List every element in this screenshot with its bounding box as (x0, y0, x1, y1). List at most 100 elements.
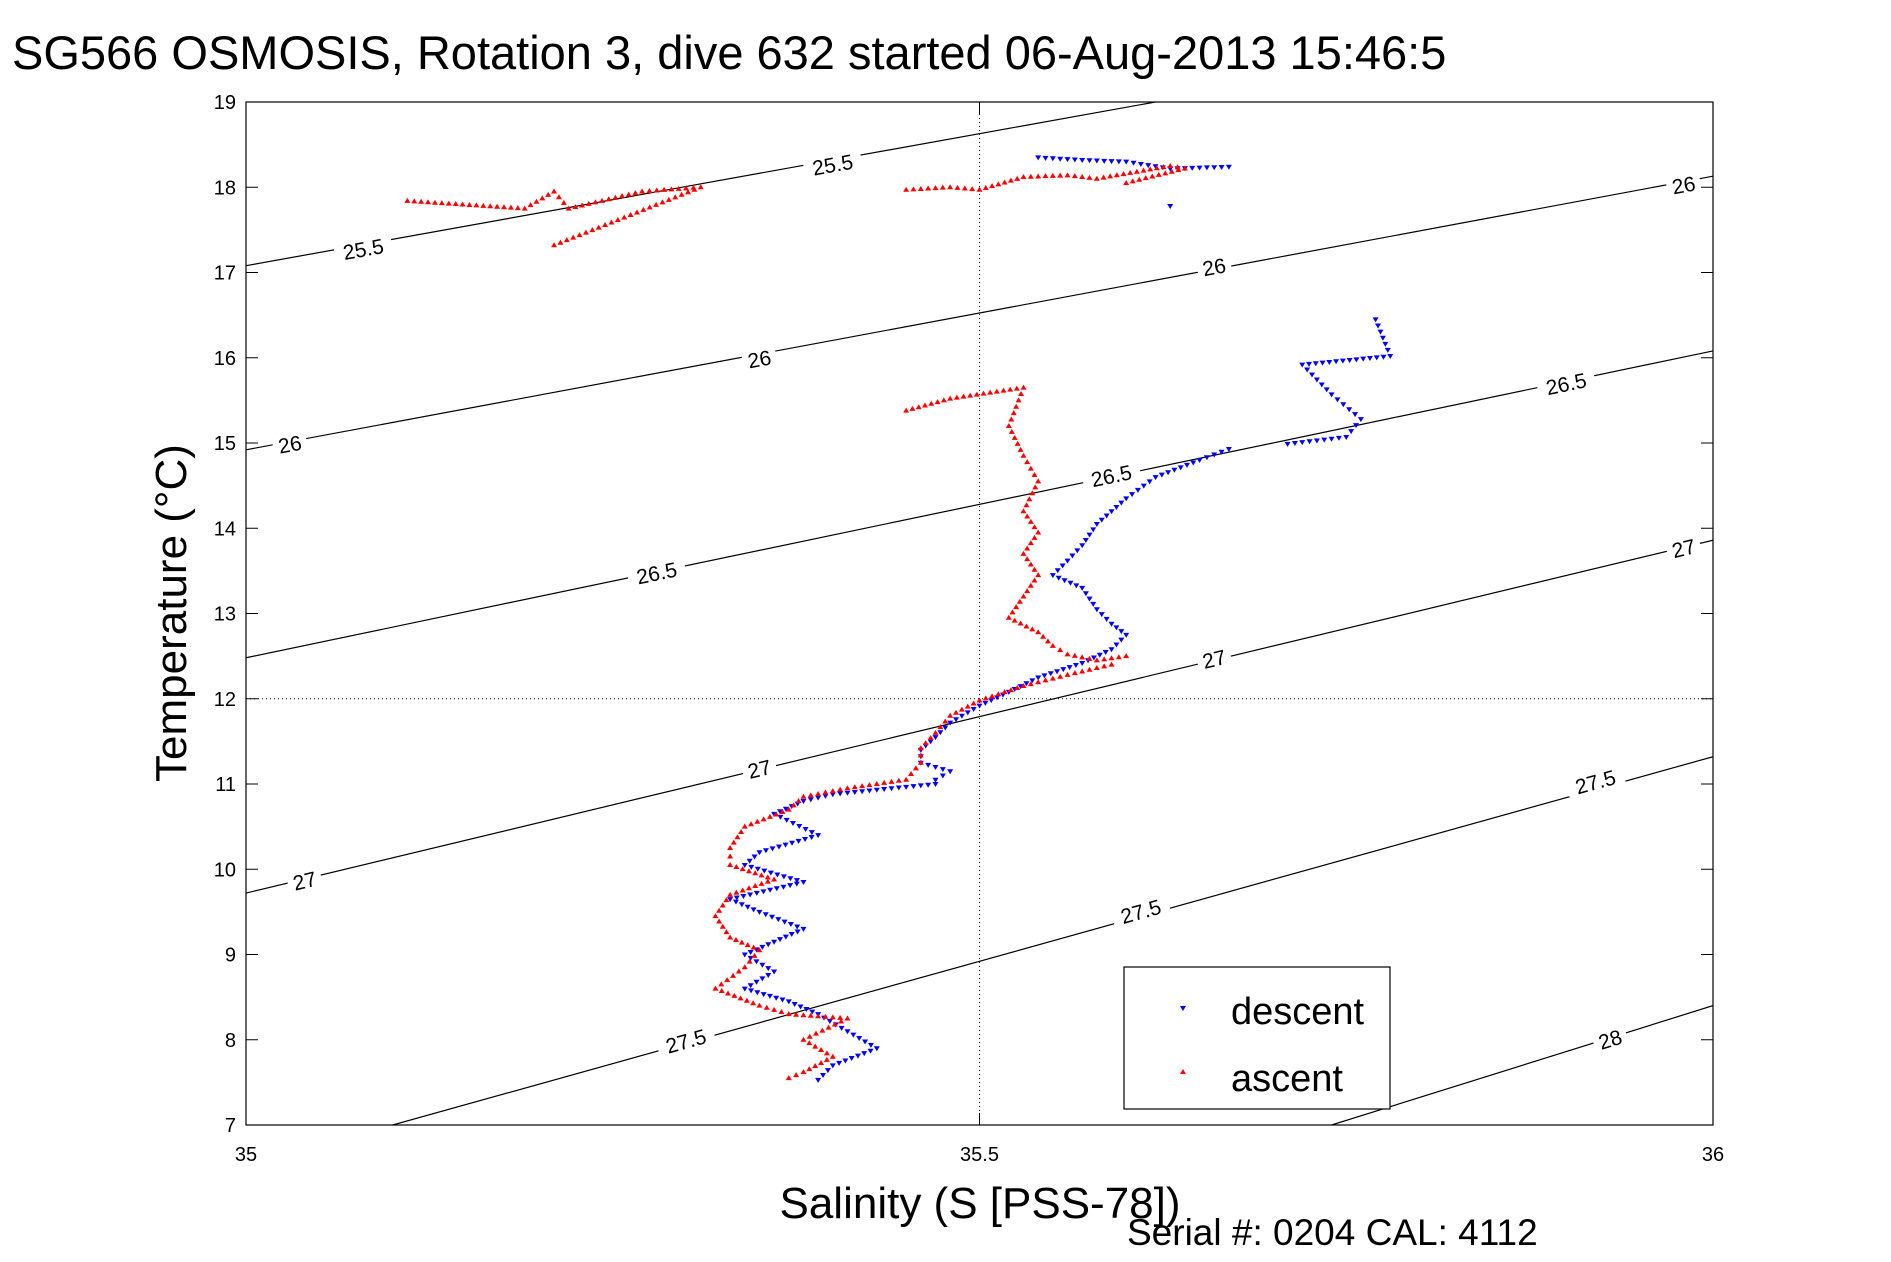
ascent-point (1027, 465, 1034, 471)
descent-point (1082, 591, 1089, 597)
descent-point (809, 1009, 816, 1015)
descent-point (1196, 458, 1203, 464)
ascent-point (815, 1013, 822, 1019)
ascent-point (1162, 170, 1169, 176)
ascent-point (932, 185, 939, 191)
ascent-point (1035, 572, 1042, 578)
ascent-point (746, 958, 753, 964)
descent-point (780, 874, 787, 880)
ascent-point (452, 201, 459, 207)
ascent-point (754, 818, 761, 824)
ascent-point (915, 404, 922, 410)
ascent-point (727, 853, 734, 859)
ascent-point (1020, 384, 1027, 390)
ascent-point (758, 872, 765, 878)
contour-label-bg (625, 554, 688, 591)
contour-label-bg (1194, 642, 1234, 675)
ascent-point (625, 191, 632, 197)
contour-label-27: 27 (285, 864, 324, 896)
ascent-point (585, 200, 592, 206)
ascent-point (1024, 545, 1031, 551)
ascent-point (752, 883, 759, 889)
ascent-point (795, 798, 802, 804)
ascent-point (1049, 642, 1056, 648)
contour-line-25-5 (246, 102, 1156, 267)
ascent-point (1014, 440, 1021, 446)
descent-point (976, 703, 983, 709)
ascent-point (646, 204, 653, 210)
descent-point (1041, 673, 1048, 679)
contour-label-bg (1109, 891, 1172, 931)
legend-ascent-label: ascent (1231, 1058, 1343, 1100)
descent-point (1218, 165, 1225, 171)
ascent-point (764, 878, 771, 884)
ascent-point (723, 897, 730, 903)
ascent-point (678, 191, 685, 197)
ascent-point (1016, 598, 1023, 604)
descent-point (1064, 157, 1071, 163)
descent-point (791, 1001, 798, 1007)
ascent-point (1007, 687, 1014, 693)
descent-point (751, 854, 758, 860)
ascent-point (940, 397, 947, 403)
descent-point (1137, 161, 1144, 167)
descent-point (1023, 681, 1030, 687)
descent-point (1177, 465, 1184, 471)
ascent-point (812, 1063, 819, 1069)
ascent-point (806, 1033, 813, 1039)
ascent-point (908, 771, 915, 777)
descent-point (1029, 678, 1036, 684)
y-tick-label: 17 (214, 263, 236, 285)
descent-point (800, 880, 807, 886)
ascent-point (1113, 172, 1120, 178)
descent-point (888, 786, 895, 792)
descent-point (1306, 439, 1313, 445)
ascent-point (922, 740, 929, 746)
descent-point (1102, 650, 1109, 656)
ascent-point (555, 194, 562, 200)
contour-label-text: 27 (1670, 535, 1698, 563)
ascent-point (844, 1015, 851, 1021)
ascent-point (800, 1012, 807, 1018)
descent-point (815, 795, 822, 801)
descent-point (808, 830, 815, 836)
ascent-point (778, 1009, 785, 1015)
ascent-point (793, 1072, 800, 1078)
descent-point (925, 782, 932, 788)
ascent-point (1001, 179, 1008, 185)
descent-point (1086, 532, 1093, 538)
descent-point (767, 870, 774, 876)
ascent-point (1133, 168, 1140, 174)
descent-point (1146, 479, 1153, 485)
ascent-point (837, 786, 844, 792)
legend-ascent-marker (1180, 1069, 1186, 1074)
contour-label-bg (1590, 1022, 1630, 1056)
descent-point (759, 944, 766, 950)
descent-point (794, 924, 801, 930)
ascent-point (1031, 566, 1038, 572)
ascent-point (521, 205, 528, 211)
ascent-point (612, 194, 619, 200)
legend-descent-label: descent (1231, 991, 1365, 1033)
contour-label-bg (1664, 532, 1703, 564)
ascent-point (712, 913, 719, 919)
ascent-point (1032, 484, 1039, 490)
ascent-point (1160, 164, 1167, 170)
descent-point (1183, 462, 1190, 468)
ascent-point (1168, 168, 1175, 174)
descent-point (842, 1058, 849, 1064)
contour-label-bg (654, 1021, 717, 1060)
descent-point (1072, 663, 1079, 669)
ascent-point (823, 1056, 830, 1062)
ascent-point (1149, 173, 1156, 179)
descent-point (1373, 355, 1380, 361)
x-tick-label: 35 (235, 1144, 257, 1166)
descent-point (766, 993, 773, 999)
descent-point (851, 789, 858, 795)
descent-point (748, 864, 755, 870)
ascent-point (771, 876, 778, 882)
descent-point (1225, 446, 1232, 452)
descent-point (1377, 329, 1384, 335)
descent-point (769, 914, 776, 920)
descent-point (807, 797, 814, 803)
